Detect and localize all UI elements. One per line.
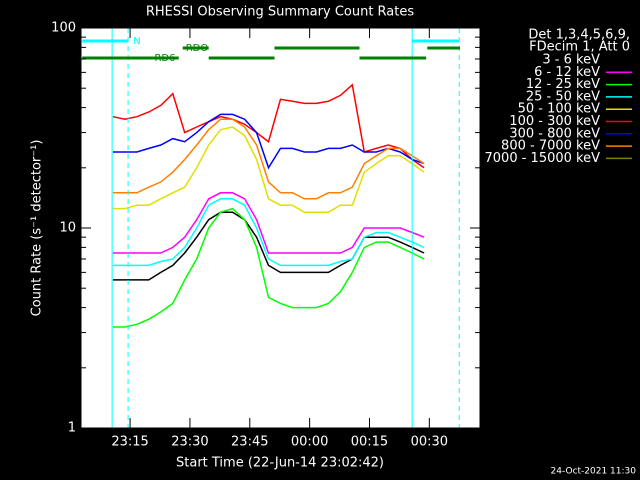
flag-label: RD6 [154, 53, 175, 64]
legend-label: 800 - 7000 keV [501, 139, 600, 154]
series-line [112, 211, 425, 281]
legend-label: 7000 - 15000 keV [485, 151, 601, 166]
x-tick-label: 00:30 [411, 435, 448, 450]
x-axis-label: Start Time (22-Jun-14 23:02:42) [176, 456, 384, 471]
legend-label: 50 - 100 keV [518, 102, 601, 117]
y-tick-label: 1 [68, 421, 76, 436]
series-line [112, 126, 425, 213]
series-line [112, 207, 425, 328]
legend-label: 12 - 25 keV [526, 77, 600, 92]
y-tick-label: 100 [51, 21, 76, 36]
timestamp: 24-Oct-2021 11:30 [551, 467, 637, 477]
legend-label: 25 - 50 keV [526, 89, 600, 104]
series-line [112, 192, 425, 254]
chart-title: RHESSI Observing Summary Count Rates [146, 5, 415, 20]
legend-label: 6 - 12 keV [534, 65, 600, 80]
x-tick-label: 23:30 [171, 435, 208, 450]
y-tick-label: 10 [59, 221, 76, 236]
legend-header: Det 1,3,4,5,6,9, [528, 28, 630, 43]
flag-label: RDO [186, 43, 209, 54]
x-tick-label: 23:45 [231, 435, 268, 450]
y-axis-label: Count Rate (s⁻¹ detector⁻¹) [30, 140, 45, 317]
x-tick-label: 23:15 [111, 435, 148, 450]
legend-header: FDecim 1, Att 0 [529, 40, 630, 55]
plot-area [81, 28, 480, 428]
legend-label: 300 - 800 keV [509, 126, 600, 141]
series-line [112, 113, 425, 170]
legend-label: 3 - 6 keV [542, 53, 600, 68]
x-tick-label: 00:00 [291, 435, 328, 450]
flag-label: N [133, 36, 140, 47]
x-tick-label: 00:15 [351, 435, 388, 450]
series-line [112, 83, 425, 169]
series-line [112, 118, 425, 200]
legend-label: 100 - 300 keV [509, 114, 600, 129]
series-line [112, 198, 425, 267]
